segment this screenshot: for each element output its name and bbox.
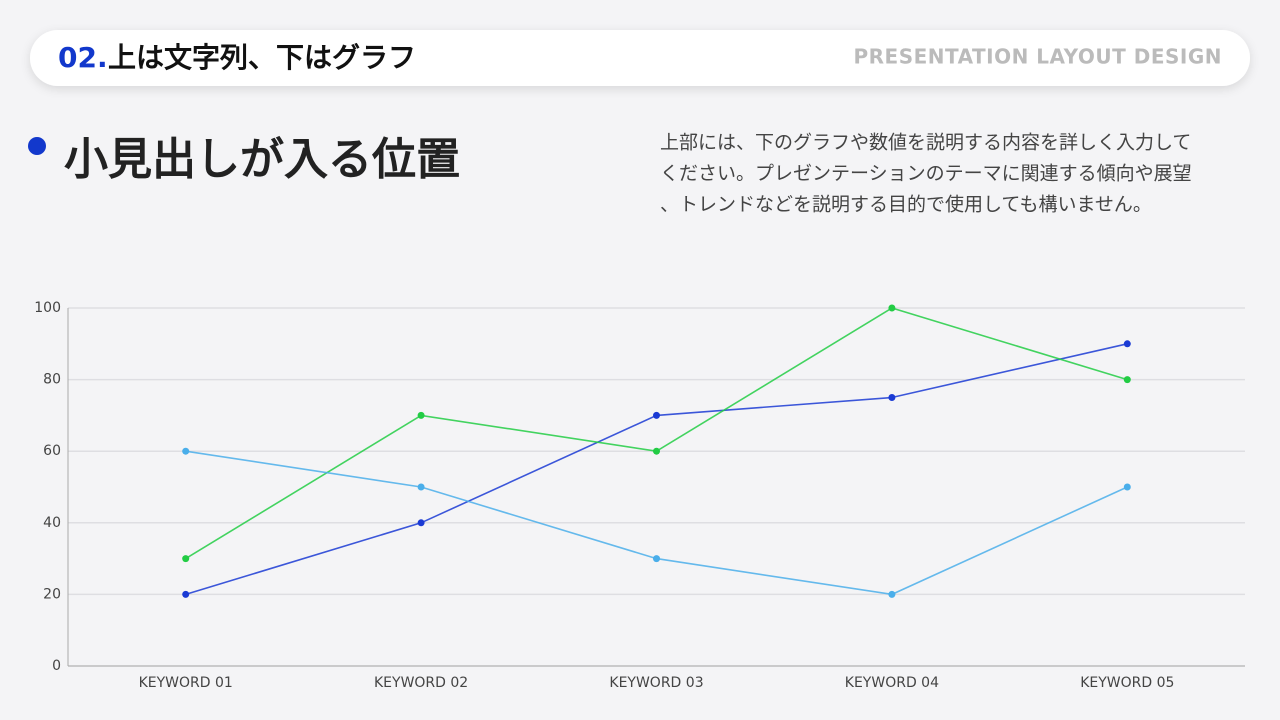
data-point [1123,483,1131,491]
x-tick-label: KEYWORD 03 [609,675,703,691]
header-title: 上は文字列、下はグラフ [108,41,416,74]
data-point [182,447,190,455]
y-tick-label: 0 [52,658,61,674]
description-line: ください。プレゼンテーションのテーマに関連する傾向や展望 [660,163,1192,185]
data-point [653,411,660,419]
x-tick-label: KEYWORD 02 [374,675,468,691]
data-point [653,555,660,563]
y-tick-label: 20 [43,586,61,602]
bullet [28,137,46,155]
data-point [182,555,190,563]
header-number: 02. [58,41,108,74]
heading: 小見出しが入る位置 [64,134,460,185]
data-point [888,304,896,312]
description-line: 上部には、下のグラフや数値を説明する内容を詳しく入力して [660,132,1191,154]
y-tick-label: 40 [43,515,61,531]
chart: 0 20 40 60 80 100 KEYWORD 01 KEYWORD 02 KEYWORD … [34,300,1245,691]
series-line [185,307,1128,560]
data-point [1123,376,1131,384]
y-tick-label: 80 [43,372,61,388]
data-point [1123,340,1131,348]
description-line: 、トレンドなどを説明する目的で使用しても構いません。 [660,194,1152,216]
y-tick-label: 100 [34,300,61,316]
y-tick-label: 60 [43,443,61,459]
data-point [417,519,425,527]
data-point [888,590,896,598]
x-tick-label: KEYWORD 04 [845,675,939,691]
data-point [653,447,660,455]
data-point [417,483,425,491]
data-point [417,411,425,419]
data-point [182,590,190,598]
data-point [888,394,896,401]
x-tick-label: KEYWORD 01 [139,675,233,691]
header-bar [30,30,1250,86]
x-tick-label: KEYWORD 05 [1080,675,1174,691]
header-tag: PRESENTATION LAYOUT DESIGN [853,45,1222,69]
